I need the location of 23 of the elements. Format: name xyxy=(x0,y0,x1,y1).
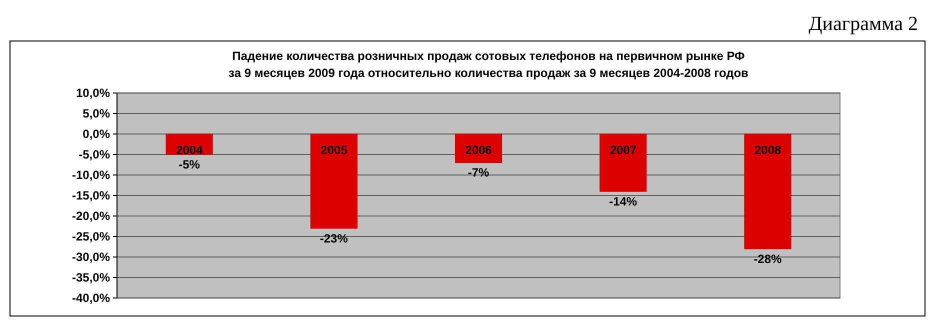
y-tick-label: -35,0% xyxy=(72,270,110,285)
data-label: -7% xyxy=(468,166,490,180)
x-tick-label: 2008 xyxy=(754,143,782,157)
data-label: -5% xyxy=(178,158,200,172)
data-label: -14% xyxy=(609,194,638,208)
y-tick-label: 0,0% xyxy=(82,127,110,142)
text: Диаграмма 2 xyxy=(808,13,918,35)
x-tick-label: 2007 xyxy=(610,143,637,157)
y-tick-label: -40,0% xyxy=(72,291,110,306)
y-tick-label: -25,0% xyxy=(72,230,110,244)
y-tick-label: 10,0% xyxy=(76,86,110,100)
x-tick-label: 2004 xyxy=(176,143,203,157)
data-label: -28% xyxy=(754,252,782,266)
chart-title: Падение количества розничных продаж сотовых телефонов на первичном рынке РФ за 9 месяцев 2009 года относительно количества продаж за 9 месяцев 2004-2008 годов xyxy=(228,49,748,80)
y-tick-label: -30,0% xyxy=(72,250,110,264)
y-tick-label: -20,0% xyxy=(72,209,110,224)
x-tick-label: 2005 xyxy=(320,143,348,157)
y-tick-label: -10,0% xyxy=(72,168,110,182)
x-tick-label: 2006 xyxy=(465,143,492,157)
y-tick-label: -5,0% xyxy=(78,148,110,162)
y-tick-label: -15,0% xyxy=(72,188,110,203)
data-label: -23% xyxy=(320,231,348,246)
y-tick-label: 5,0% xyxy=(82,106,110,121)
